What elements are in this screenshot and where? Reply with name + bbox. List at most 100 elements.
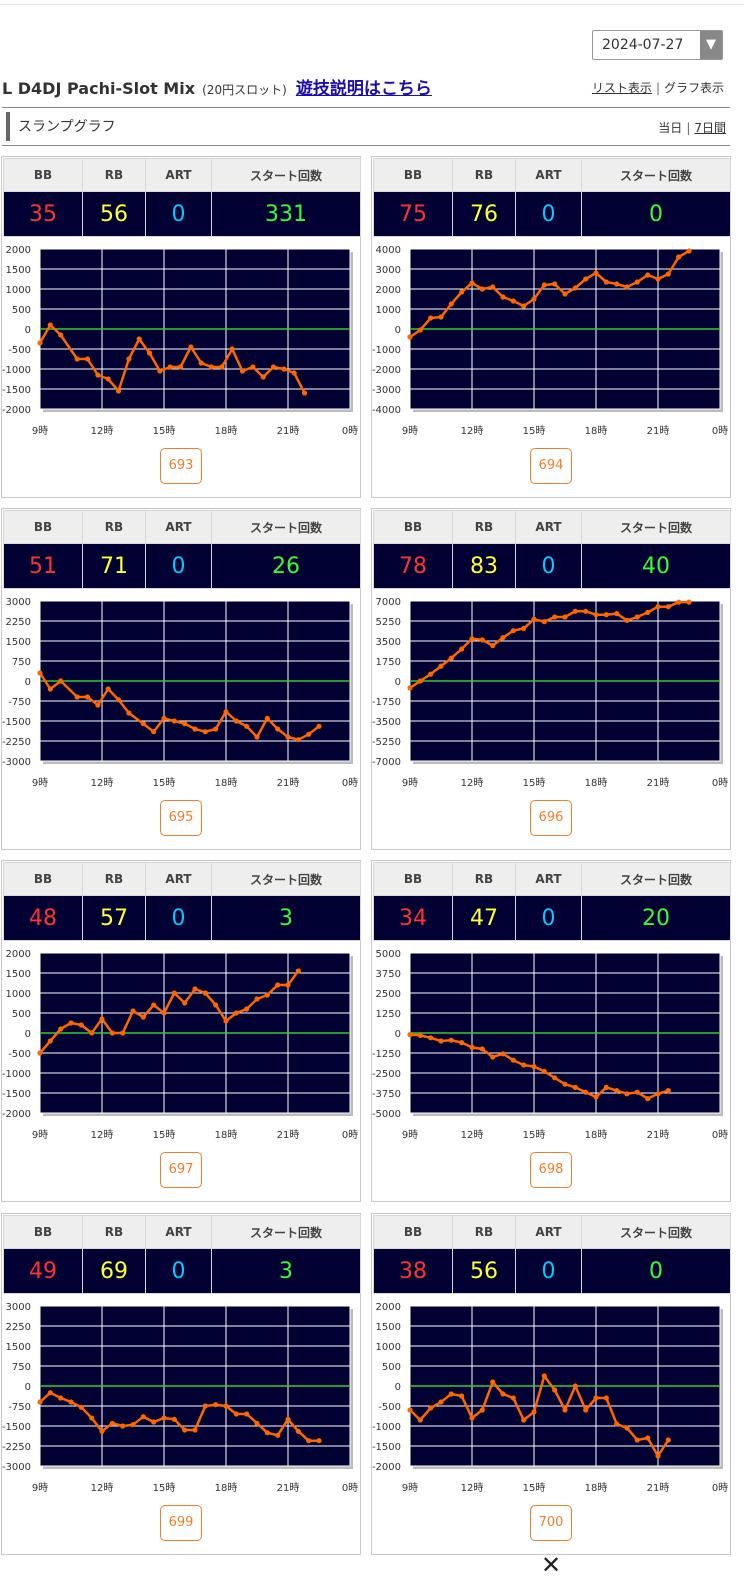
x-tick-label: 21時 <box>277 1482 300 1494</box>
data-point <box>583 276 589 282</box>
seven-days-link[interactable]: 7日間 <box>694 121 726 135</box>
data-point <box>603 612 609 618</box>
data-point <box>270 364 277 370</box>
y-tick-label: -3000 <box>372 385 401 396</box>
bb-count: 49 <box>3 1248 83 1294</box>
y-tick-label: -500 <box>378 1402 401 1413</box>
data-point <box>510 1395 516 1401</box>
machine-number-button[interactable]: 700 <box>530 1505 572 1541</box>
data-point <box>603 279 609 285</box>
data-point <box>58 1395 64 1401</box>
machine-number-button[interactable]: 693 <box>160 448 202 484</box>
data-point <box>614 1088 620 1094</box>
data-point <box>177 364 184 370</box>
y-tick-label: -1500 <box>2 1422 31 1433</box>
machine-number-button[interactable]: 695 <box>160 800 202 836</box>
data-point <box>136 336 142 342</box>
bb-count: 38 <box>373 1248 453 1294</box>
date-value: 2024-07-27 <box>602 37 684 53</box>
art-header: ART <box>515 510 582 544</box>
data-point <box>624 1091 630 1097</box>
data-point <box>68 1020 74 1026</box>
data-point <box>490 1054 496 1060</box>
machine-panel: BB RB ART スタート回数 78 83 0 40 7000 5250 3500 1750 0 -17… <box>371 508 731 850</box>
data-point <box>37 670 43 676</box>
data-point <box>140 721 146 727</box>
section-divider <box>2 145 730 146</box>
data-point <box>37 1050 43 1056</box>
data-point <box>593 270 599 276</box>
data-point <box>593 1094 599 1100</box>
art-count: 0 <box>515 543 582 589</box>
x-tick-label: 15時 <box>523 425 546 437</box>
data-point <box>223 709 229 715</box>
data-point <box>438 1399 444 1405</box>
x-tick-label: 21時 <box>647 425 670 437</box>
data-point <box>291 370 297 376</box>
rb-header: RB <box>82 1215 146 1249</box>
date-select[interactable]: 2024-07-27 ▼ <box>592 30 723 60</box>
data-point <box>306 731 312 737</box>
bb-header: BB <box>373 510 453 544</box>
rb-header: RB <box>82 510 146 544</box>
data-point <box>47 322 53 328</box>
machine-number-button[interactable]: 698 <box>530 1152 572 1188</box>
y-tick-label: 2250 <box>6 617 31 628</box>
close-icon[interactable]: ✕ <box>541 1551 562 1579</box>
x-tick-label: 18時 <box>215 1129 238 1141</box>
start-count: 331 <box>211 191 361 237</box>
data-point <box>223 1018 229 1024</box>
y-tick-label: 5250 <box>376 617 401 628</box>
data-point <box>281 366 287 372</box>
machine-number-button[interactable]: 696 <box>530 800 572 836</box>
data-point <box>301 390 308 396</box>
data-point <box>306 1438 312 1444</box>
x-tick-label: 21時 <box>277 1129 300 1141</box>
data-point <box>89 1030 95 1036</box>
x-tick-label: 21時 <box>647 1129 670 1141</box>
data-point <box>47 686 53 692</box>
rb-header: RB <box>82 862 146 896</box>
data-point <box>146 350 153 356</box>
list-view-link[interactable]: リスト表示 <box>591 81 652 95</box>
stats-table: BB RB ART スタート回数 35 56 0 331 <box>3 158 361 237</box>
y-tick-label: -750 <box>8 1402 31 1413</box>
top-divider <box>0 4 744 5</box>
data-point <box>202 990 208 996</box>
data-point <box>645 1096 651 1102</box>
data-point <box>208 364 215 370</box>
data-point <box>541 619 547 625</box>
x-tick-label: 12時 <box>91 1129 114 1141</box>
data-point <box>213 1402 219 1408</box>
data-point <box>115 388 122 394</box>
y-tick-label: 0 <box>395 325 401 336</box>
data-point <box>500 294 506 300</box>
data-point <box>603 1395 609 1401</box>
rb-count: 56 <box>82 191 146 237</box>
x-tick-label: 21時 <box>277 425 300 437</box>
x-tick-label: 0時 <box>342 1482 358 1494</box>
data-point <box>665 604 671 610</box>
data-point <box>490 643 496 649</box>
start-count-header: スタート回数 <box>211 1215 361 1249</box>
data-point <box>78 1022 84 1028</box>
series-line <box>39 1391 319 1442</box>
start-count: 40 <box>581 543 731 589</box>
start-count-header: スタート回数 <box>211 862 361 896</box>
machine-number-button[interactable]: 697 <box>160 1152 202 1188</box>
data-point <box>552 1387 558 1393</box>
data-point <box>459 1040 465 1046</box>
machine-number-button[interactable]: 699 <box>160 1505 202 1541</box>
data-point <box>438 314 444 320</box>
x-tick-label: 9時 <box>32 777 48 789</box>
data-point <box>275 982 281 988</box>
data-point <box>126 356 132 362</box>
start-count: 3 <box>211 895 361 941</box>
chevron-down-icon[interactable]: ▼ <box>700 31 722 59</box>
machine-number-button[interactable]: 694 <box>530 448 572 484</box>
x-tick-label: 9時 <box>402 1482 418 1494</box>
rules-link[interactable]: 遊技説明はこちら <box>295 79 432 99</box>
stats-table: BB RB ART スタート回数 49 69 0 3 <box>3 1215 361 1294</box>
data-point <box>192 726 198 732</box>
